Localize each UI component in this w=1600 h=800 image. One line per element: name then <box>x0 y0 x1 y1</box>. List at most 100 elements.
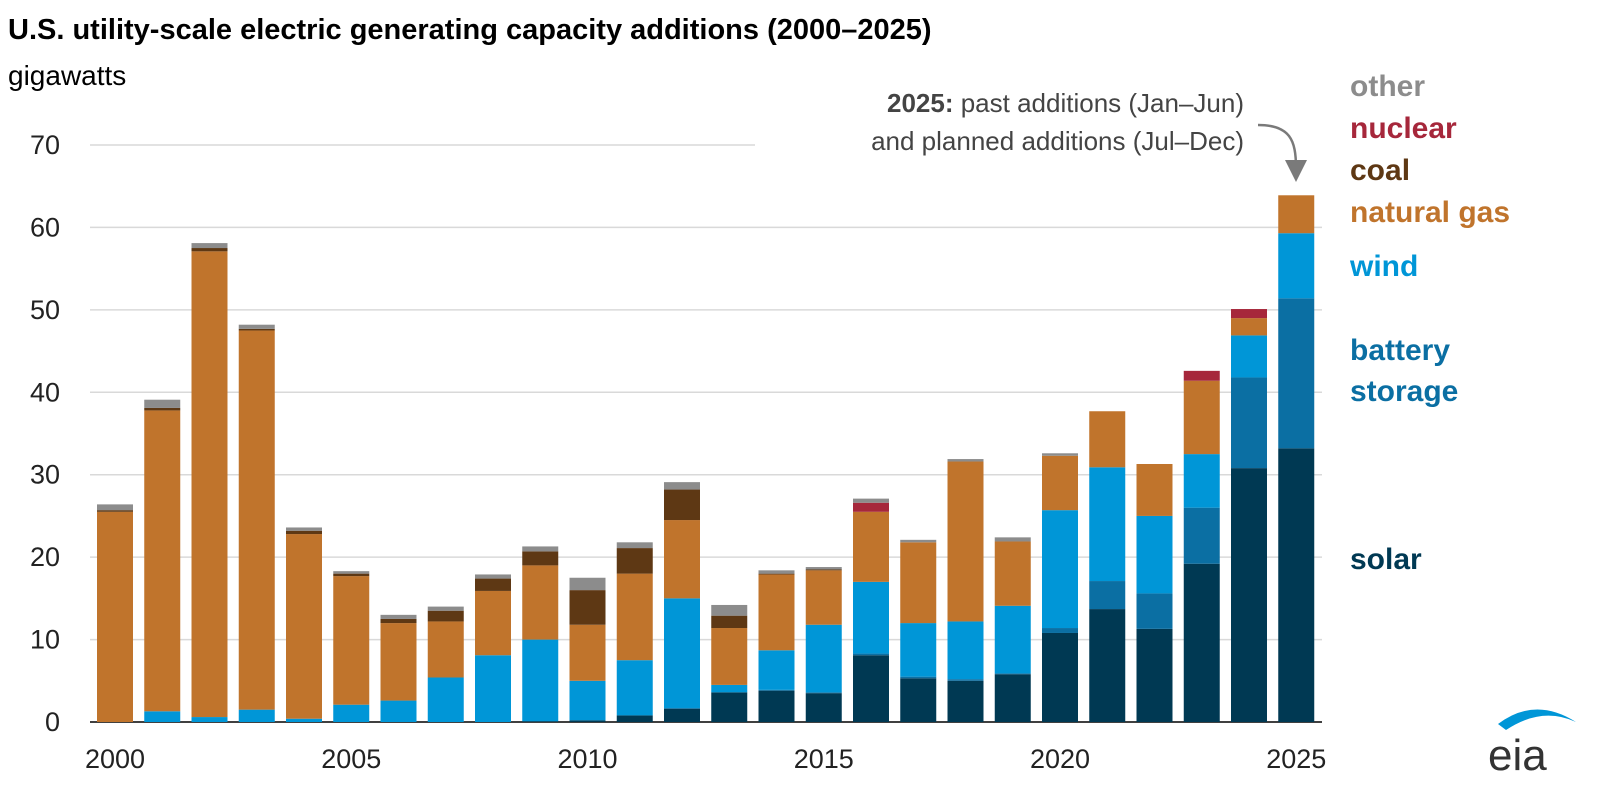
annotation-arrowhead <box>1285 160 1307 182</box>
bar-segment-solar <box>1089 609 1126 722</box>
legend-label: wind <box>1349 250 1418 283</box>
bar-segment-solar <box>1183 563 1220 722</box>
bar-segment-other <box>286 527 322 531</box>
bar-segment-wind <box>286 718 322 722</box>
bar-segment-natural-gas <box>286 534 322 719</box>
bar-segment-other <box>97 504 133 511</box>
bar-segment-coal <box>333 573 370 577</box>
bar-segment-natural-gas <box>191 251 228 718</box>
bar-segment-natural-gas <box>380 623 417 701</box>
bar-segment-wind <box>1042 510 1078 629</box>
bar-segment-nuclear <box>853 502 889 512</box>
bar-segment-other <box>947 459 984 462</box>
bar-segment-nuclear <box>1183 370 1220 381</box>
bar-segment-battery-storage <box>1042 628 1078 633</box>
bar-segment-solar <box>569 720 606 722</box>
bar-segment-other <box>711 604 748 616</box>
bar-segment-coal <box>522 551 559 566</box>
bar-segment-wind <box>711 684 748 693</box>
bar-segment-wind <box>664 598 700 708</box>
bars <box>97 195 1315 722</box>
y-tick-label: 60 <box>30 212 60 242</box>
bar-segment-other <box>569 577 606 591</box>
bar-segment-wind <box>522 639 559 722</box>
bar-segment-battery-storage <box>853 653 889 656</box>
bar-segment-wind <box>238 709 275 722</box>
bar-segment-solar <box>947 680 984 722</box>
bar-segment-natural-gas <box>1231 318 1267 336</box>
eia-logo: eia <box>1488 709 1576 780</box>
bar-segment-other <box>144 399 181 408</box>
x-tick-label: 2015 <box>794 744 854 774</box>
annotation-bold: 2025: <box>887 88 954 118</box>
bar-segment-natural-gas <box>900 542 937 624</box>
bar-segment-battery-storage <box>947 679 984 681</box>
bar-segment-wind <box>569 680 606 721</box>
x-axis-ticks: 2000 2005 2010 2015 2020 2025 <box>85 744 1326 774</box>
bar-segment-battery-storage <box>1136 593 1173 629</box>
bar-segment-other <box>900 539 937 543</box>
bar-segment-natural-gas <box>947 461 984 622</box>
legend-label: solar <box>1350 543 1422 576</box>
y-tick-label: 30 <box>30 460 60 490</box>
bar-segment-coal <box>616 548 653 574</box>
bar-segment-solar <box>711 692 748 722</box>
bar-segment-wind <box>805 624 842 693</box>
x-tick-label: 2025 <box>1266 744 1326 774</box>
y-tick-label: 40 <box>30 377 60 407</box>
bar-segment-wind <box>380 700 417 722</box>
bar-segment-wind <box>758 650 795 690</box>
y-axis-ticks: 0 10 20 30 40 50 60 70 <box>30 130 60 737</box>
bar-segment-battery-storage <box>1089 581 1126 610</box>
bar-segment-coal <box>664 489 700 521</box>
bar-segment-natural-gas <box>1136 463 1173 516</box>
bar-segment-battery-storage <box>994 673 1031 675</box>
bar-segment-wind <box>1136 515 1173 594</box>
y-tick-label: 50 <box>30 295 60 325</box>
bar-segment-solar <box>1042 632 1078 722</box>
legend-label: coal <box>1350 154 1410 187</box>
bar-segment-solar <box>900 678 937 722</box>
annotation-line-1: 2025: past additions (Jan–Jun) <box>887 88 1244 118</box>
bar-segment-coal <box>97 510 133 512</box>
bar-segment-wind <box>616 660 653 716</box>
annotation-line-2: and planned additions (Jul–Dec) <box>871 126 1244 156</box>
annotation: 2025: past additions (Jan–Jun) and plann… <box>871 88 1307 182</box>
legend-label: other <box>1350 70 1425 103</box>
bar-segment-battery-storage <box>805 692 842 694</box>
bar-segment-natural-gas <box>522 565 559 640</box>
bar-segment-other <box>522 546 559 552</box>
bar-segment-wind <box>853 581 889 654</box>
bar-segment-natural-gas <box>475 590 511 656</box>
bar-segment-coal <box>144 407 181 411</box>
bar-segment-natural-gas <box>333 576 370 705</box>
bar-segment-solar <box>1231 468 1267 722</box>
bar-segment-other <box>805 567 842 570</box>
bar-segment-wind <box>994 605 1031 674</box>
bar-segment-wind <box>333 704 370 722</box>
bar-segment-other <box>853 498 889 503</box>
bar-segment-coal <box>427 610 464 622</box>
bar-segment-other <box>380 614 417 619</box>
legend: other nuclear coal natural gas wind battery st… <box>1349 70 1510 576</box>
bar-segment-other <box>994 537 1031 542</box>
bar-segment-natural-gas <box>569 624 606 681</box>
chart-subtitle: gigawatts <box>8 60 127 91</box>
bar-segment-solar <box>853 655 889 722</box>
bar-segment-solar <box>758 690 795 722</box>
bar-segment-natural-gas <box>238 330 275 710</box>
bar-segment-wind <box>1231 335 1267 378</box>
bar-segment-natural-gas <box>664 520 700 599</box>
bar-segment-natural-gas <box>97 511 133 722</box>
y-tick-label: 10 <box>30 625 60 655</box>
legend-label: nuclear <box>1350 112 1457 145</box>
bar-segment-coal <box>805 569 842 571</box>
bar-segment-natural-gas <box>853 511 889 582</box>
eia-logo-text: eia <box>1488 731 1547 780</box>
bar-segment-nuclear <box>1231 309 1267 319</box>
bar-segment-coal <box>238 328 275 331</box>
bar-segment-coal <box>569 590 606 625</box>
bar-segment-coal <box>758 573 795 575</box>
bar-segment-solar <box>616 715 653 722</box>
bar-segment-natural-gas <box>994 541 1031 606</box>
